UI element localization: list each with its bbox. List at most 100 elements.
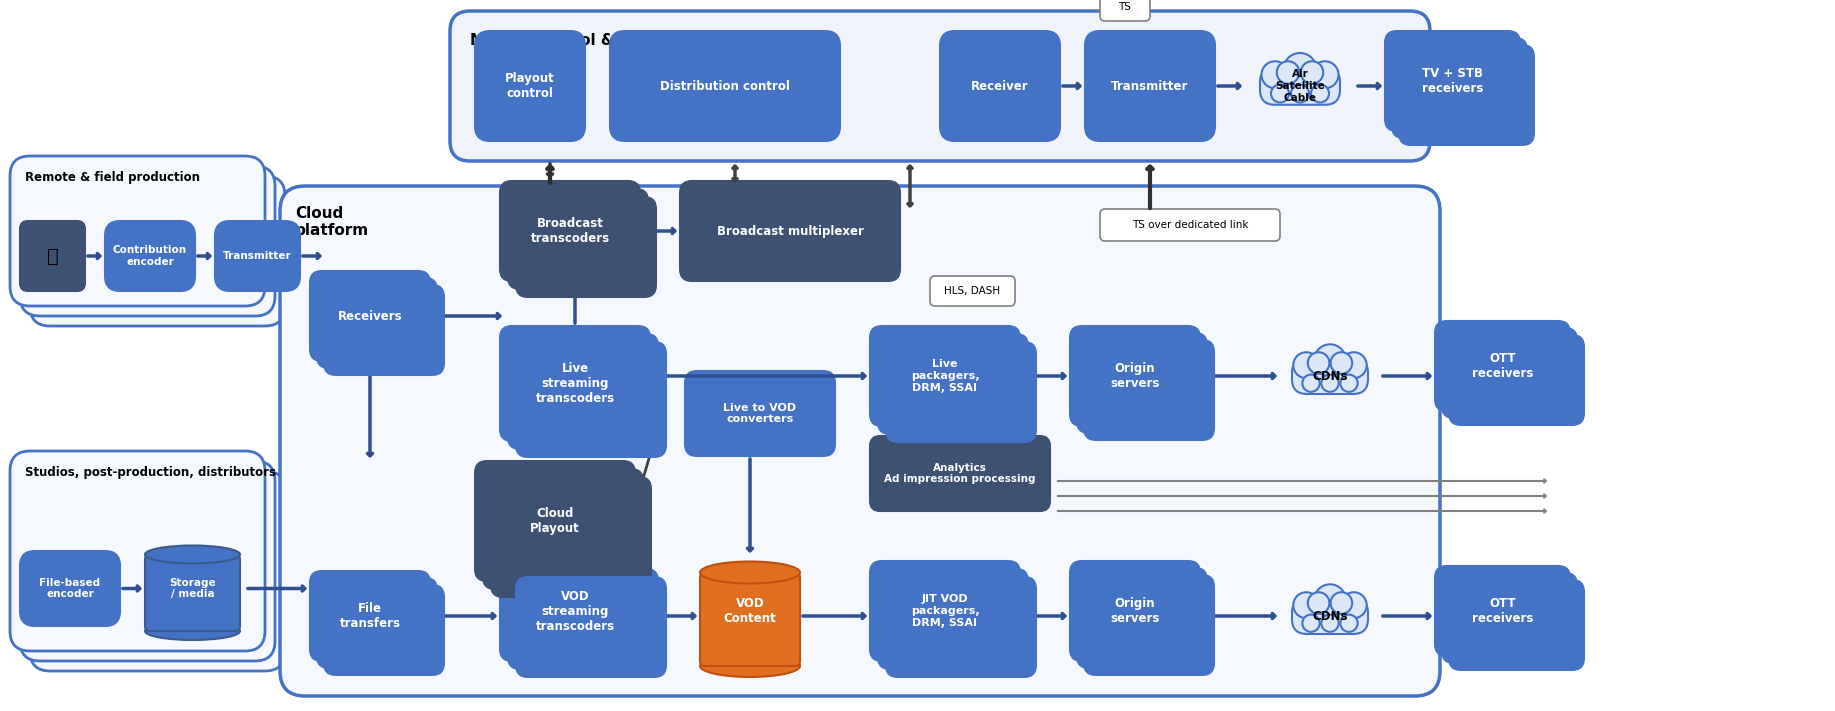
Circle shape: [1312, 61, 1338, 88]
Text: Live
streaming
transcoders: Live streaming transcoders: [536, 362, 615, 405]
FancyBboxPatch shape: [499, 181, 640, 281]
FancyBboxPatch shape: [325, 285, 444, 375]
FancyBboxPatch shape: [20, 166, 275, 316]
Text: Contribution
encoder: Contribution encoder: [114, 245, 187, 267]
FancyBboxPatch shape: [699, 572, 800, 666]
FancyBboxPatch shape: [317, 278, 437, 368]
Circle shape: [1294, 592, 1319, 618]
FancyBboxPatch shape: [215, 221, 299, 291]
FancyBboxPatch shape: [940, 31, 1061, 141]
Ellipse shape: [699, 562, 800, 584]
Text: Broadcast
transcoders: Broadcast transcoders: [530, 217, 609, 245]
FancyBboxPatch shape: [1292, 598, 1369, 634]
FancyBboxPatch shape: [516, 197, 655, 297]
Text: Analytics
Ad impression processing: Analytics Ad impression processing: [884, 463, 1035, 484]
FancyBboxPatch shape: [475, 461, 635, 581]
FancyBboxPatch shape: [1084, 340, 1215, 440]
Circle shape: [1321, 614, 1340, 632]
Circle shape: [1340, 614, 1358, 632]
Circle shape: [1261, 61, 1288, 88]
Text: CDNs: CDNs: [1312, 609, 1347, 623]
Circle shape: [1340, 375, 1358, 392]
FancyBboxPatch shape: [1450, 335, 1584, 425]
Text: Broadcast multiplexer: Broadcast multiplexer: [716, 225, 864, 237]
Circle shape: [1303, 375, 1319, 392]
Circle shape: [1314, 344, 1345, 376]
FancyBboxPatch shape: [1435, 566, 1571, 656]
FancyBboxPatch shape: [29, 176, 284, 326]
FancyBboxPatch shape: [1077, 333, 1207, 433]
FancyBboxPatch shape: [930, 276, 1015, 306]
FancyBboxPatch shape: [9, 156, 264, 306]
FancyBboxPatch shape: [1070, 326, 1200, 426]
Circle shape: [1303, 614, 1319, 632]
Text: Origin
servers: Origin servers: [1110, 362, 1160, 390]
FancyBboxPatch shape: [516, 577, 666, 677]
FancyBboxPatch shape: [508, 569, 659, 669]
Text: Origin
servers: Origin servers: [1110, 597, 1160, 625]
FancyBboxPatch shape: [1099, 209, 1281, 241]
Circle shape: [1272, 85, 1288, 102]
Text: File
transfers: File transfers: [339, 602, 400, 630]
FancyBboxPatch shape: [317, 578, 437, 668]
FancyBboxPatch shape: [310, 571, 429, 661]
Text: File-based
encoder: File-based encoder: [39, 578, 101, 599]
Circle shape: [1330, 592, 1352, 614]
FancyBboxPatch shape: [281, 186, 1440, 696]
Ellipse shape: [699, 655, 800, 677]
Circle shape: [1294, 352, 1319, 378]
FancyBboxPatch shape: [310, 271, 429, 361]
Text: Receiver: Receiver: [971, 80, 1029, 92]
Text: Distribution control: Distribution control: [661, 80, 789, 92]
Circle shape: [1292, 85, 1308, 102]
FancyBboxPatch shape: [1393, 38, 1527, 138]
Circle shape: [1341, 352, 1367, 378]
FancyBboxPatch shape: [1099, 0, 1151, 21]
Circle shape: [1310, 85, 1329, 102]
FancyBboxPatch shape: [145, 555, 240, 631]
Text: TS: TS: [1119, 2, 1132, 12]
Text: Studios, post-production, distributors: Studios, post-production, distributors: [26, 466, 275, 479]
FancyBboxPatch shape: [105, 221, 195, 291]
FancyBboxPatch shape: [1385, 31, 1519, 131]
FancyBboxPatch shape: [870, 326, 1020, 426]
Text: TS over dedicated link: TS over dedicated link: [1132, 220, 1248, 230]
Text: Receivers: Receivers: [338, 309, 402, 323]
FancyBboxPatch shape: [1398, 45, 1534, 145]
FancyBboxPatch shape: [483, 469, 642, 589]
Text: VOD
streaming
transcoders: VOD streaming transcoders: [536, 589, 615, 633]
FancyBboxPatch shape: [20, 461, 275, 661]
Text: VOD
Content: VOD Content: [723, 597, 776, 625]
FancyBboxPatch shape: [508, 334, 659, 449]
FancyBboxPatch shape: [499, 326, 650, 441]
Text: Air
Satellite
Cable: Air Satellite Cable: [1275, 70, 1325, 102]
Text: Transmitter: Transmitter: [224, 251, 292, 261]
FancyBboxPatch shape: [20, 221, 84, 291]
Text: Cloud
Playout: Cloud Playout: [530, 507, 580, 535]
FancyBboxPatch shape: [877, 569, 1028, 669]
Circle shape: [1308, 352, 1329, 374]
FancyBboxPatch shape: [516, 342, 666, 457]
Text: OTT
receivers: OTT receivers: [1472, 352, 1534, 380]
FancyBboxPatch shape: [492, 477, 651, 597]
Circle shape: [1330, 352, 1352, 374]
Ellipse shape: [145, 622, 240, 640]
Text: Transmitter: Transmitter: [1112, 80, 1189, 92]
Circle shape: [1283, 53, 1316, 86]
Circle shape: [1301, 61, 1323, 84]
Circle shape: [1321, 375, 1340, 392]
FancyBboxPatch shape: [1084, 575, 1215, 675]
FancyBboxPatch shape: [499, 561, 650, 661]
FancyBboxPatch shape: [29, 471, 284, 671]
Text: Storage
/ media: Storage / media: [169, 578, 217, 599]
FancyBboxPatch shape: [1442, 328, 1576, 418]
FancyBboxPatch shape: [1077, 568, 1207, 668]
FancyBboxPatch shape: [886, 577, 1037, 677]
Text: Live
packagers,
DRM, SSAI: Live packagers, DRM, SSAI: [910, 359, 980, 392]
FancyBboxPatch shape: [1450, 580, 1584, 670]
Text: JIT VOD
packagers,
DRM, SSAI: JIT VOD packagers, DRM, SSAI: [910, 594, 980, 628]
FancyBboxPatch shape: [1084, 31, 1215, 141]
FancyBboxPatch shape: [886, 342, 1037, 442]
Text: HLS, DASH: HLS, DASH: [945, 286, 1000, 296]
Text: 📷: 📷: [46, 247, 59, 265]
